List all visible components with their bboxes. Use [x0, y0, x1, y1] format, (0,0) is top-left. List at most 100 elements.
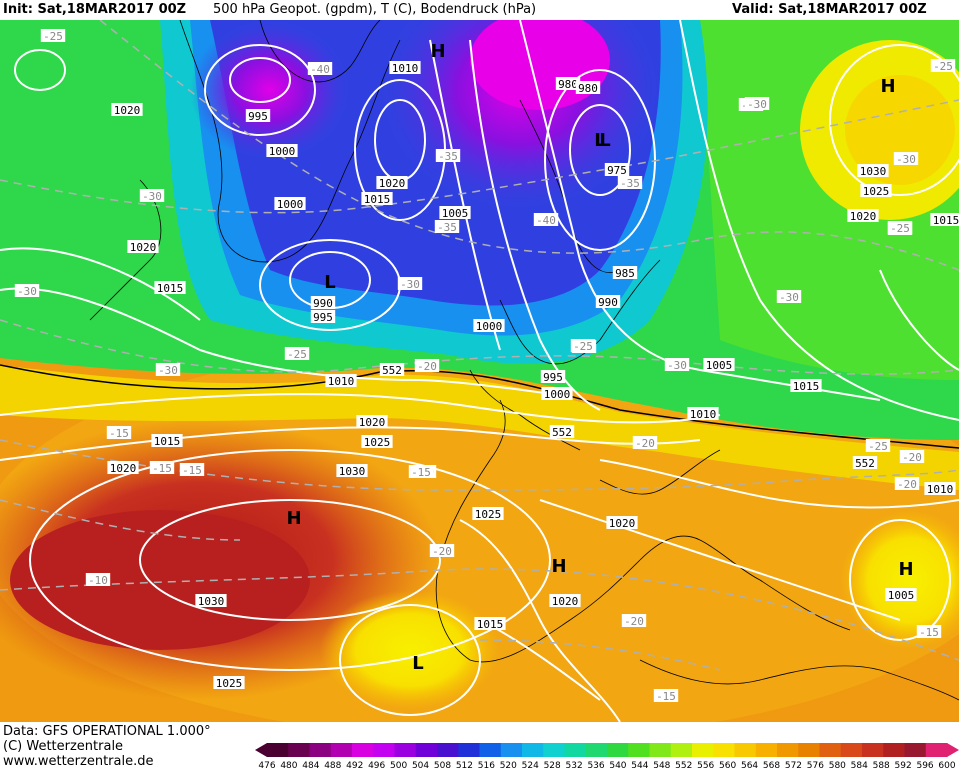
temperature-label-bg: [744, 97, 770, 110]
temperature-label: -15: [182, 464, 202, 477]
colorbar-tick-label: 588: [873, 761, 890, 770]
pressure-labels: 1020 995100010101020101510001005990995980…: [107, 61, 959, 690]
pressure-label-bg: [852, 456, 878, 469]
pressure-label: 1015: [157, 282, 184, 295]
pressure-label-bg: [376, 176, 408, 189]
map-footer: Data: GFS OPERATIONAL 1.000° (C) Wetterz…: [0, 722, 959, 770]
website: www.wetterzentrale.de: [3, 754, 154, 769]
colorbar-swatch: [840, 743, 863, 757]
temperature-label: -25: [868, 440, 888, 453]
colorbar-tick-label: 600: [938, 761, 955, 770]
temperature-label: -30: [667, 359, 687, 372]
pressure-label-bg: [361, 192, 393, 205]
pressure-label: 1020: [609, 517, 636, 530]
pressure-label-bg: [389, 61, 421, 74]
pressure-label: 1020: [379, 177, 406, 190]
pressure-label-bg: [107, 461, 139, 474]
temperature-label: -10: [88, 574, 108, 587]
pressure-label-bg: [213, 676, 245, 689]
colorbar-tick-label: 488: [324, 761, 341, 770]
low-pressure-center: L: [594, 130, 605, 151]
colorbar-tick-label: 480: [280, 761, 297, 770]
pressure-label-bg: [245, 109, 271, 122]
colorbar-tick-label: 592: [895, 761, 912, 770]
pressure-label-bg: [703, 358, 735, 371]
temperature-label-bg: [653, 689, 679, 702]
pressure-label: 1030: [339, 465, 366, 478]
colorbar-swatch: [394, 743, 417, 757]
temperature-label-bg: [429, 544, 455, 557]
pressure-label: 1000: [544, 388, 571, 401]
pressure-label-bg: [604, 163, 630, 176]
temperature-label: -25: [573, 340, 593, 353]
pressure-label-bg: [885, 588, 917, 601]
pressure-label: 1000: [476, 320, 503, 333]
temperature-label-bg: [106, 426, 132, 439]
colorbar-tick-label: 596: [916, 761, 933, 770]
init-time: Init: Sat,18MAR2017 00Z: [3, 2, 187, 17]
valid-time: Valid: Sat,18MAR2017 00Z: [732, 2, 927, 17]
pressure-label: 1020: [552, 595, 579, 608]
colorbar-tick-label: 508: [434, 761, 451, 770]
colorbar-swatch: [925, 743, 948, 757]
pressure-label: 1010: [392, 62, 419, 75]
temperature-label-bg: [916, 625, 942, 638]
pressure-label-bg: [595, 295, 621, 308]
temperature-label-bg: [408, 465, 434, 478]
temperature-label-bg: [179, 463, 205, 476]
temperature-label-bg: [414, 359, 440, 372]
colorbar-swatch: [373, 743, 395, 757]
temperature-label-bg: [533, 213, 559, 226]
pressure-label: 1000: [277, 198, 304, 211]
colorbar-tick-label: 572: [785, 761, 802, 770]
colorbar-tick-label: 580: [829, 761, 846, 770]
colorbar-swatch: [692, 743, 714, 757]
colorbar-swatch: [458, 743, 480, 757]
temperature-label: -30: [158, 364, 178, 377]
temperature-label: -20: [902, 451, 922, 464]
temperature-label: -30: [142, 190, 162, 203]
pressure-label-bg: [930, 213, 959, 226]
pressure-label-bg: [127, 240, 159, 253]
temperature-label-bg: [14, 284, 40, 297]
temperature-label-bg: [930, 59, 956, 72]
pressure-label: 995: [313, 311, 333, 324]
temperature-label-bg: [307, 62, 333, 75]
colorbar-tick-label: 544: [631, 761, 648, 770]
pressure-label-bg: [474, 617, 506, 630]
yellow-core-east: [840, 510, 959, 650]
colorbar-swatch: [415, 743, 438, 757]
pressure-label: 1010: [927, 483, 954, 496]
pressure-label-bg: [325, 374, 357, 387]
pressure-label-bg: [361, 435, 393, 448]
low-pressure-center: L: [324, 272, 335, 293]
temperature-label: -25: [43, 30, 63, 43]
colorbar-swatch: [437, 743, 459, 757]
pressure-label-bg: [274, 197, 306, 210]
pressure-label: 1020: [359, 416, 386, 429]
high-pressure-center: H: [898, 559, 913, 580]
pressure-label-bg: [472, 507, 504, 520]
yellow-core-iberia: [320, 590, 500, 710]
copyright: (C) Wetterzentrale: [3, 739, 124, 754]
colorbar-tick-label: 528: [544, 761, 561, 770]
pressure-label: 1015: [154, 435, 181, 448]
pressure-label: 1020: [850, 210, 877, 223]
pressure-label-bg: [549, 594, 581, 607]
colorbar-swatch: [479, 743, 502, 757]
colorbar-tick-label: 520: [500, 761, 517, 770]
colorbar-tick-label: 492: [346, 761, 363, 770]
temperature-label: -15: [109, 427, 129, 440]
pressure-label-bg: [847, 209, 879, 222]
pressure-label-bg: [111, 103, 143, 116]
pressure-label: 990: [598, 296, 618, 309]
colorbar-tick-label: 568: [763, 761, 780, 770]
temperature-label-bg: [776, 290, 802, 303]
temperature-label: -15: [152, 462, 172, 475]
pressure-label: 1025: [863, 185, 890, 198]
pressure-label-bg: [310, 310, 336, 323]
temperature-label-bg: [887, 221, 913, 234]
temperature-label: -35: [438, 150, 458, 163]
colorbar-swatch: [862, 743, 884, 757]
